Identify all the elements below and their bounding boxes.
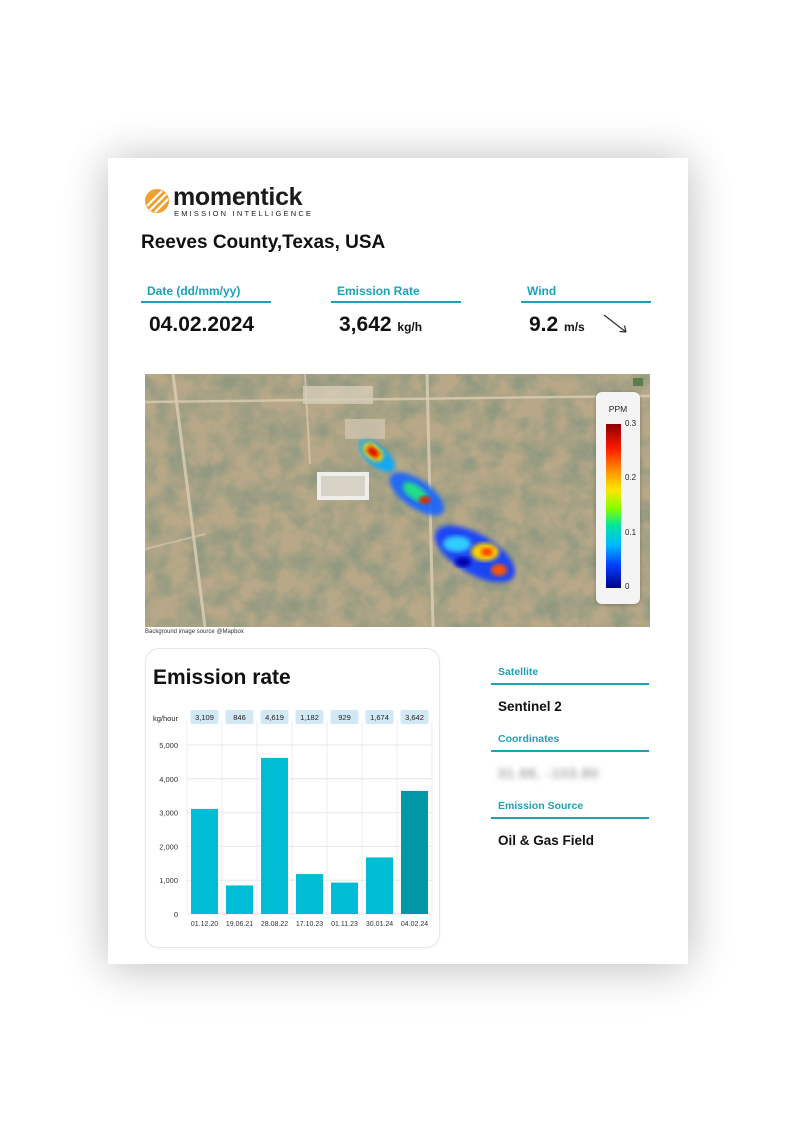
legend-tick: 0.2 — [625, 473, 637, 482]
map-credit: Background image source @Mapbox — [145, 629, 244, 635]
momentick-logo-icon — [145, 189, 169, 213]
y-tick-label: 0 — [174, 910, 178, 919]
data-label: 929 — [338, 713, 351, 722]
legend-tick: 0.3 — [625, 419, 637, 428]
data-label-bg — [295, 710, 324, 724]
x-tick-label: 01.12.20 — [191, 921, 218, 928]
data-label: 1,182 — [300, 713, 319, 722]
data-label: 3,109 — [195, 713, 214, 722]
satellite-image — [145, 374, 650, 627]
x-tick-label: 30.01.24 — [366, 921, 393, 928]
x-tick-label: 17.10.23 — [296, 921, 323, 928]
emission-rate-chart: kg/hour 0 1,000 2,000 3,000 4,000 5,000 3,109 01… — [153, 710, 433, 928]
x-tick-label: 19.06.21 — [226, 921, 253, 928]
coordinates-label: Coordinates — [491, 733, 649, 752]
y-tick-label: 1,000 — [159, 876, 178, 885]
legend-title: PPM — [608, 404, 628, 414]
emission-rate-number: 3,642 — [339, 313, 392, 336]
data-label: 1,674 — [370, 713, 389, 722]
bar-01.11.23 — [331, 882, 358, 914]
satellite-label: Satellite — [491, 666, 649, 685]
bar-30.01.24 — [366, 857, 393, 914]
bar-17.10.23 — [296, 874, 323, 914]
brand-tagline: EMISSION INTELLIGENCE — [174, 209, 314, 218]
data-label: 4,619 — [265, 713, 284, 722]
legend-tick: 0 — [625, 582, 630, 591]
wind-label: Wind — [521, 284, 651, 303]
emission-source-label: Emission Source — [491, 800, 649, 819]
location-title: Reeves County,Texas, USA — [141, 232, 386, 253]
emission-source-info: Emission Source Oil & Gas Field — [491, 800, 649, 848]
data-label-bg — [330, 710, 359, 724]
date-value: 04.02.2024 — [149, 313, 255, 336]
bar-01.12.20 — [191, 808, 218, 914]
x-tick-label: 04.02.24 — [401, 921, 428, 928]
emission-rate-value: 3,642 kg/h — [331, 313, 461, 337]
x-tick-label: 28.08.22 — [261, 921, 288, 928]
bar-04.02.24 — [401, 790, 428, 914]
legend-tick: 0.1 — [625, 528, 637, 537]
legend-color-scale — [606, 424, 621, 588]
y-tick-label: 3,000 — [159, 809, 178, 818]
data-label-bg — [400, 710, 429, 724]
data-label-bg — [190, 710, 219, 724]
data-label: 846 — [233, 713, 246, 722]
emission-rate-metric: Emission Rate 3,642 kg/h — [331, 284, 461, 337]
chart-title: Emission rate — [153, 666, 291, 689]
coordinates-value: 31.66, -103.80 — [498, 766, 600, 781]
satellite-value: Sentinel 2 — [498, 699, 562, 714]
emission-rate-card: Emission rate kg/hour 0 1,000 2,000 3,000 4,0… — [145, 648, 440, 948]
bar-19.06.21 — [226, 885, 253, 914]
emission-rate-label: Emission Rate — [331, 284, 461, 303]
date-metric: Date (dd/mm/yy) 04.02.2024 — [141, 284, 271, 337]
plume-map[interactable]: PPM 0.3 0.2 0.1 0 — [145, 374, 650, 627]
y-tick-label: 2,000 — [159, 842, 178, 851]
y-tick-label: 4,000 — [159, 775, 178, 784]
ppm-legend: PPM 0.3 0.2 0.1 0 — [596, 392, 640, 604]
y-tick-label: 5,000 — [159, 741, 178, 750]
data-label-bg — [365, 710, 394, 724]
satellite-info: Satellite Sentinel 2 — [491, 666, 649, 714]
emission-rate-unit: kg/h — [397, 320, 423, 334]
date-label: Date (dd/mm/yy) — [141, 284, 271, 303]
data-label-bg — [260, 710, 289, 724]
wind-unit: m/s — [564, 320, 585, 334]
coordinates-info: Coordinates 31.66, -103.80 — [491, 733, 649, 781]
wind-metric: Wind 9.2 m/s — [521, 284, 651, 337]
y-axis-label: kg/hour — [153, 714, 179, 723]
data-label: 3,642 — [405, 713, 424, 722]
emission-source-value: Oil & Gas Field — [498, 833, 595, 848]
wind-value: 9.2 m/s — [521, 313, 651, 337]
wind-direction-arrow-icon — [603, 314, 627, 333]
data-label-bg — [225, 710, 254, 724]
report-page: momentick EMISSION INTELLIGENCE Reeves C… — [108, 158, 688, 964]
methane-plume — [358, 439, 516, 583]
brand-logo: momentick EMISSION INTELLIGENCE — [144, 183, 344, 219]
wind-speed: 9.2 — [529, 313, 559, 336]
x-tick-label: 01.11.23 — [331, 921, 358, 928]
brand-name: momentick — [173, 183, 303, 211]
bar-28.08.22 — [261, 757, 288, 914]
